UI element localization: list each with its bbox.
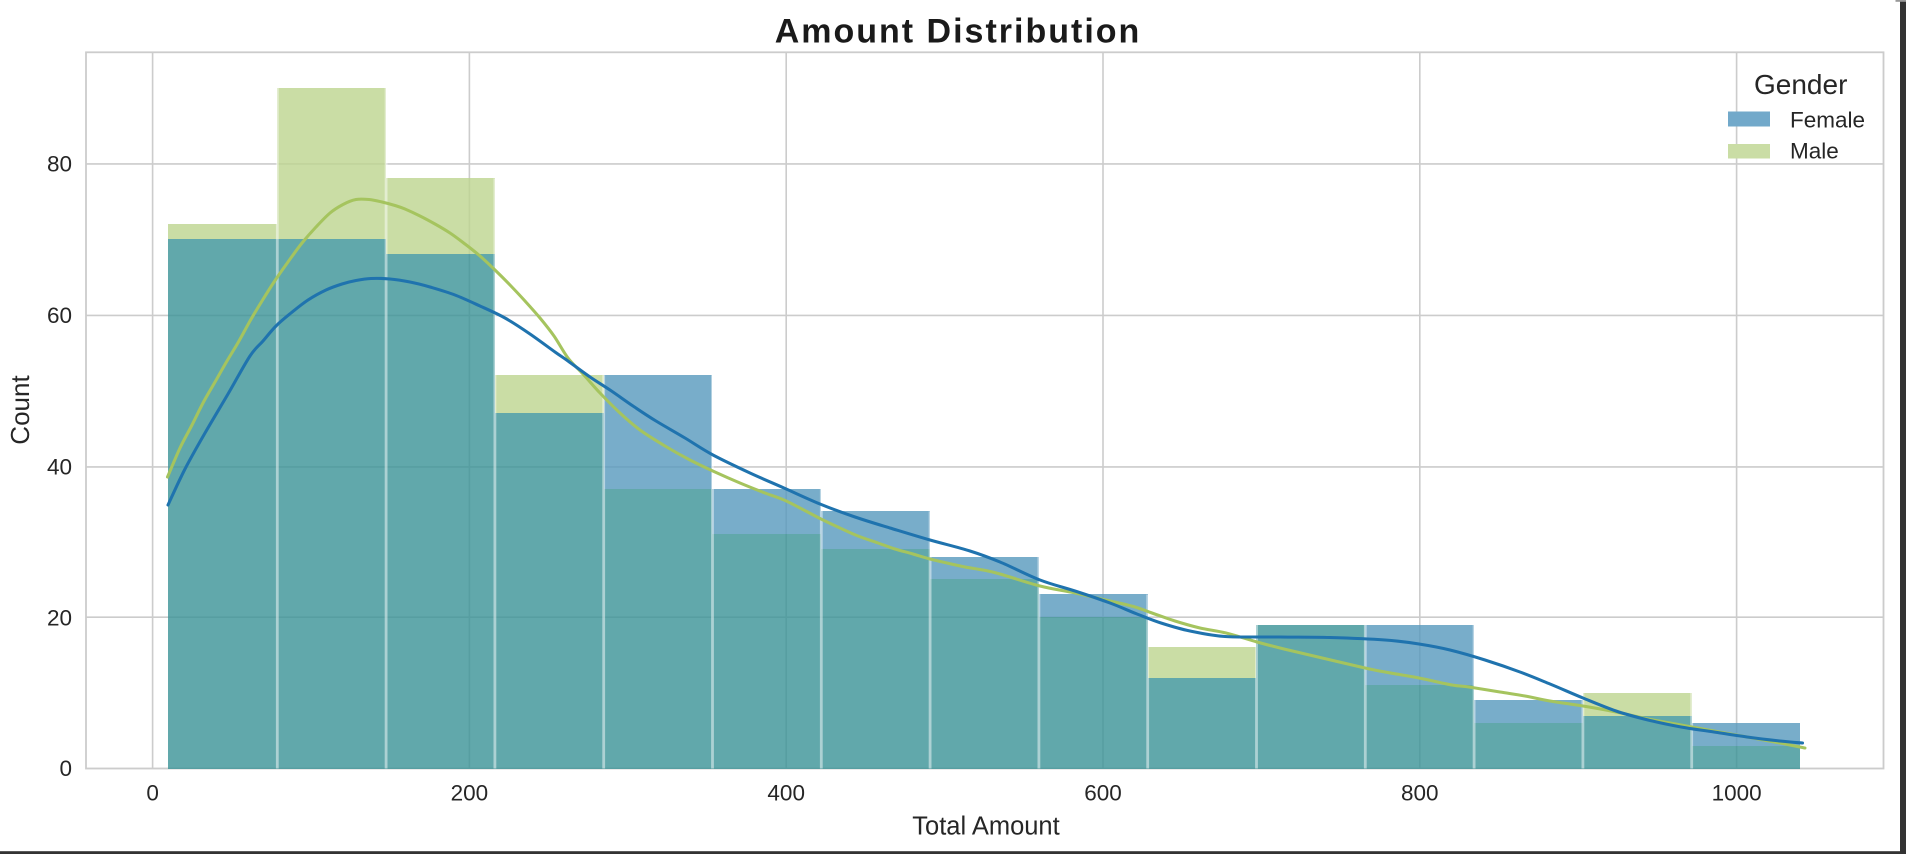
svg-text:600: 600 (1084, 781, 1122, 806)
svg-text:Female: Female (1790, 108, 1865, 133)
svg-text:200: 200 (451, 781, 489, 806)
svg-text:0: 0 (146, 781, 159, 806)
svg-text:800: 800 (1401, 781, 1439, 806)
svg-text:Count: Count (5, 375, 35, 445)
svg-text:Male: Male (1790, 139, 1839, 164)
svg-text:Total Amount: Total Amount (912, 813, 1059, 841)
svg-text:60: 60 (47, 303, 72, 328)
svg-text:20: 20 (47, 606, 72, 631)
svg-text:Amount Distribution: Amount Distribution (775, 13, 1142, 51)
svg-text:0: 0 (59, 756, 72, 781)
svg-text:40: 40 (47, 454, 72, 479)
svg-text:Gender: Gender (1754, 69, 1847, 100)
svg-text:1000: 1000 (1712, 781, 1762, 806)
svg-text:400: 400 (767, 781, 805, 806)
svg-text:80: 80 (47, 151, 72, 176)
